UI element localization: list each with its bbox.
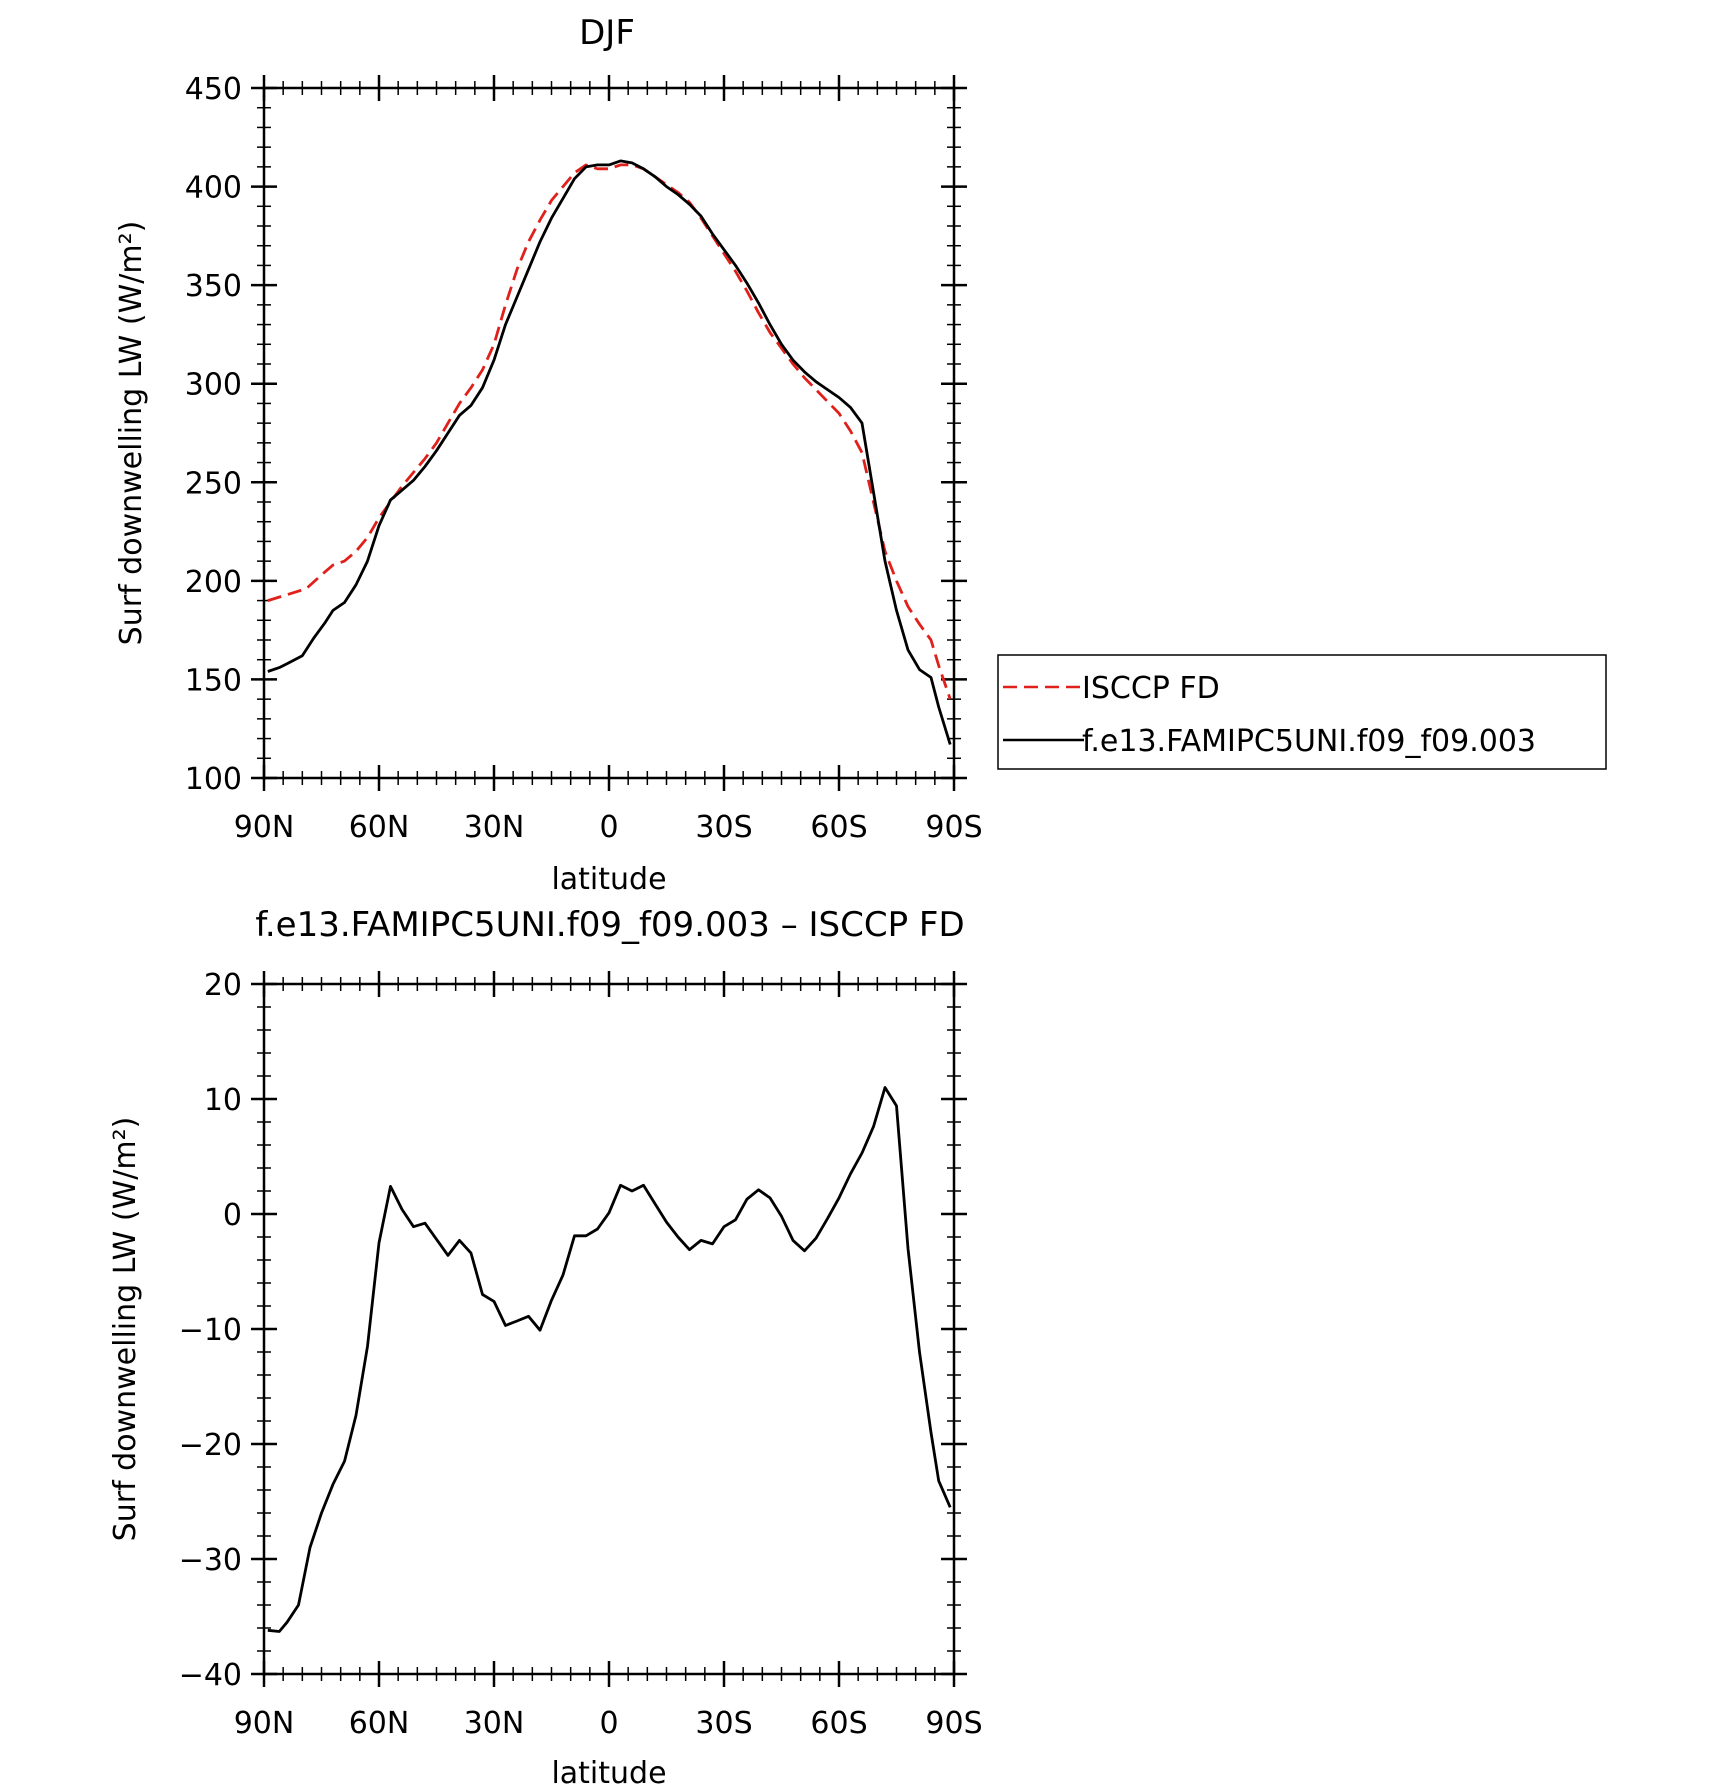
bottom-y-tick-label: −30 <box>179 1543 242 1578</box>
top-x-tick-label: 30S <box>695 810 752 845</box>
bottom-x-tick-label: 30N <box>464 1706 525 1741</box>
top-y-tick-label: 400 <box>185 171 242 206</box>
bottom-x-tick-label: 90S <box>925 1706 982 1741</box>
bottom-x-tick-label: 60S <box>810 1706 867 1741</box>
top-x-tick-label: 0 <box>599 810 618 845</box>
bottom-y-tick-label: −40 <box>179 1658 242 1693</box>
top-series-line-0 <box>267 163 952 700</box>
bottom-y-tick-label: −10 <box>179 1313 242 1348</box>
bottom-x-tick-label: 90N <box>234 1706 295 1741</box>
top-y-tick-label: 300 <box>185 368 242 403</box>
bottom-x-tick-label: 30S <box>695 1706 752 1741</box>
bottom-x-tick-label: 0 <box>599 1706 618 1741</box>
legend-item-isccp: ISCCP FD <box>1082 671 1220 706</box>
bottom-y-tick-labels: −40 −30 −20 −10 0 10 20 <box>179 968 242 1693</box>
top-y-tick-label: 350 <box>185 269 242 304</box>
bottom-series-line-0 <box>267 1086 952 1633</box>
bottom-axis-ticks <box>251 971 967 1687</box>
top-axis-ticks <box>251 75 967 791</box>
top-x-tick-label: 90N <box>234 810 295 845</box>
bottom-x-tick-label: 60N <box>349 1706 410 1741</box>
bottom-x-tick-labels: 90N 60N 30N 0 30S 60S 90S <box>234 1706 983 1741</box>
top-y-tick-label: 450 <box>185 72 242 107</box>
top-chart-title: DJF <box>579 13 635 53</box>
top-y-tick-label: 150 <box>185 663 242 698</box>
top-x-tick-label: 90S <box>925 810 982 845</box>
legend-item-model: f.e13.FAMIPC5UNI.f09_f09.003 <box>1082 724 1536 759</box>
top-panel: DJF 100 150 200 250 300 350 400 450 90N 60N 30N 0 3… <box>114 13 983 897</box>
bottom-plot-frame <box>262 982 956 1676</box>
top-x-tick-labels: 90N 60N 30N 0 30S 60S 90S <box>234 810 983 845</box>
bottom-y-tick-label: −20 <box>179 1428 242 1463</box>
bottom-y-tick-label: 10 <box>204 1083 242 1118</box>
top-y-axis-label: Surf downwelling LW (W/m²) <box>114 221 149 646</box>
bottom-y-tick-label: 0 <box>223 1198 242 1233</box>
top-y-tick-label: 250 <box>185 466 242 501</box>
top-series-line-1 <box>267 159 952 745</box>
bottom-x-axis-label: latitude <box>551 1756 666 1789</box>
top-x-tick-label: 60N <box>349 810 410 845</box>
legend-box <box>997 654 1607 770</box>
bottom-y-axis-label: Surf downwelling LW (W/m²) <box>108 1117 143 1542</box>
bottom-panel: f.e13.FAMIPC5UNI.f09_f09.003 – ISCCP FD … <box>108 905 983 1789</box>
top-x-axis-label: latitude <box>551 862 666 897</box>
bottom-series-lines <box>267 1086 952 1633</box>
bottom-chart-title: f.e13.FAMIPC5UNI.f09_f09.003 – ISCCP FD <box>255 905 964 945</box>
top-x-tick-label: 30N <box>464 810 525 845</box>
top-y-tick-labels: 100 150 200 250 300 350 400 450 <box>185 72 242 797</box>
top-y-tick-label: 100 <box>185 762 242 797</box>
bottom-y-tick-label: 20 <box>204 968 242 1003</box>
top-x-tick-label: 60S <box>810 810 867 845</box>
top-series-lines <box>267 159 952 745</box>
top-y-tick-label: 200 <box>185 565 242 600</box>
legend: ISCCP FD f.e13.FAMIPC5UNI.f09_f09.003 <box>997 654 1607 770</box>
